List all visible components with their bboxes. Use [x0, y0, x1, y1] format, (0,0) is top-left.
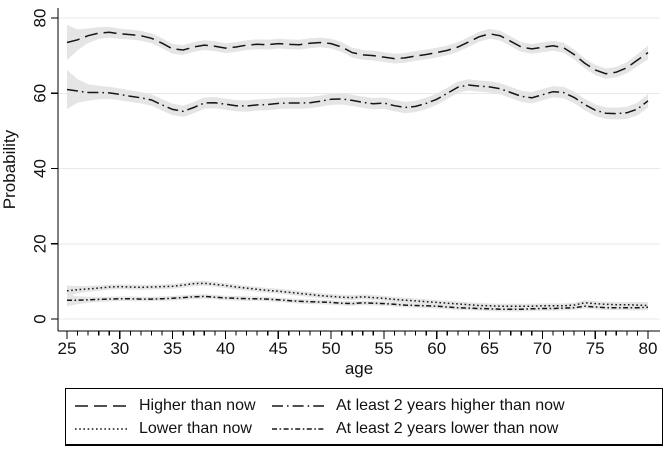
- x-tick-label: 65: [480, 339, 499, 358]
- legend-sample-line: [272, 427, 324, 430]
- series-line-4: [67, 295, 649, 310]
- legend-item: At least 2 years lower than now: [271, 419, 658, 437]
- legend-item-label: Higher than now: [139, 396, 256, 414]
- x-tick-label: 45: [269, 339, 288, 358]
- x-tick-label: 75: [586, 339, 605, 358]
- ci-band-series-3: [67, 280, 648, 309]
- x-tick-label: 25: [58, 339, 77, 358]
- x-tick-label: 70: [533, 339, 552, 358]
- y-tick-label: 60: [31, 84, 50, 103]
- y-tick-label: 40: [31, 159, 50, 178]
- chart-legend: Higher than now At least 2 years higher t…: [65, 388, 663, 446]
- series-line-3: [66, 282, 649, 307]
- x-tick-label: 50: [322, 339, 341, 358]
- series-line-2: [66, 84, 649, 115]
- legend-item-label: At least 2 years higher than now: [336, 396, 565, 414]
- x-tick-label: 35: [163, 339, 182, 358]
- legend-sample-line: [272, 404, 324, 407]
- legend-item: Higher than now: [74, 396, 271, 414]
- y-tick-label: 20: [31, 234, 50, 253]
- legend-item: At least 2 years higher than now: [271, 396, 658, 414]
- legend-item: Lower than now: [74, 419, 271, 437]
- ci-band-series-1: [67, 24, 648, 79]
- legend-sample-line: [75, 404, 127, 407]
- x-tick-label: 40: [216, 339, 235, 358]
- x-tick-label: 60: [427, 339, 446, 358]
- legend-sample-line: [75, 427, 127, 430]
- x-axis-label: age: [345, 359, 373, 378]
- x-tick-label: 30: [110, 339, 129, 358]
- y-axis-label: Probability: [0, 129, 19, 209]
- probability-age-chart: 0 20 40 60 80 25 30 35 40 45 50 55 60 65 70 75 80 age Prob…: [0, 8, 660, 378]
- legend-item-label: At least 2 years lower than now: [336, 419, 559, 437]
- legend-item-label: Lower than now: [139, 419, 252, 437]
- y-tick-label: 0: [31, 314, 50, 323]
- x-tick-label: 80: [639, 339, 658, 358]
- series-line-1: [66, 31, 649, 75]
- ci-band-series-2: [67, 69, 648, 120]
- x-tick-label: 55: [374, 339, 393, 358]
- y-tick-label: 80: [31, 9, 50, 28]
